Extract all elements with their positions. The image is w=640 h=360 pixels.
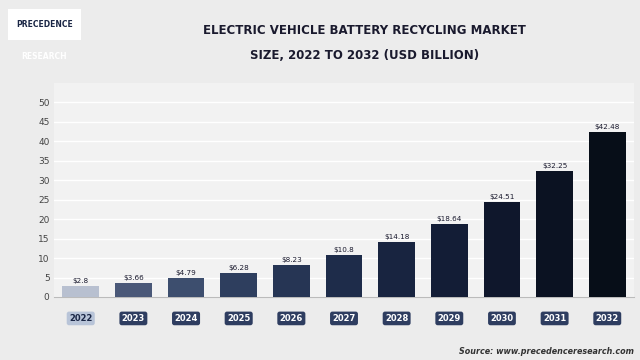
Text: 2028: 2028: [385, 314, 408, 323]
Text: $14.18: $14.18: [384, 234, 410, 240]
Text: 2022: 2022: [69, 314, 92, 323]
Text: 2027: 2027: [332, 314, 356, 323]
Text: SIZE, 2022 TO 2032 (USD BILLION): SIZE, 2022 TO 2032 (USD BILLION): [250, 49, 479, 62]
Text: PRECEDENCE: PRECEDENCE: [16, 20, 73, 29]
Text: $4.79: $4.79: [175, 270, 196, 276]
Bar: [589, 131, 626, 297]
Text: RESEARCH: RESEARCH: [22, 52, 67, 61]
Bar: [378, 242, 415, 297]
Text: $3.66: $3.66: [123, 275, 144, 281]
Bar: [326, 255, 362, 297]
Text: $42.48: $42.48: [595, 123, 620, 130]
FancyBboxPatch shape: [8, 9, 81, 40]
Text: 2032: 2032: [596, 314, 619, 323]
Text: 2026: 2026: [280, 314, 303, 323]
Text: $8.23: $8.23: [281, 257, 301, 263]
Bar: [62, 286, 99, 297]
Bar: [115, 283, 152, 297]
Text: 2031: 2031: [543, 314, 566, 323]
Text: $24.51: $24.51: [489, 194, 515, 199]
Bar: [484, 202, 520, 297]
Text: $2.8: $2.8: [73, 278, 89, 284]
Bar: [220, 273, 257, 297]
Text: $6.28: $6.28: [228, 265, 249, 271]
Text: $32.25: $32.25: [542, 163, 567, 170]
Bar: [536, 171, 573, 297]
Text: $18.64: $18.64: [436, 216, 462, 222]
Text: 2030: 2030: [490, 314, 513, 323]
Text: 2025: 2025: [227, 314, 250, 323]
Text: $10.8: $10.8: [333, 247, 355, 253]
Text: 2023: 2023: [122, 314, 145, 323]
Text: 2024: 2024: [174, 314, 198, 323]
Text: 2029: 2029: [438, 314, 461, 323]
Text: Source: www.precedenceresearch.com: Source: www.precedenceresearch.com: [459, 347, 634, 356]
Bar: [431, 224, 468, 297]
Bar: [168, 278, 204, 297]
Text: ELECTRIC VEHICLE BATTERY RECYCLING MARKET: ELECTRIC VEHICLE BATTERY RECYCLING MARKE…: [204, 24, 526, 37]
Bar: [273, 265, 310, 297]
